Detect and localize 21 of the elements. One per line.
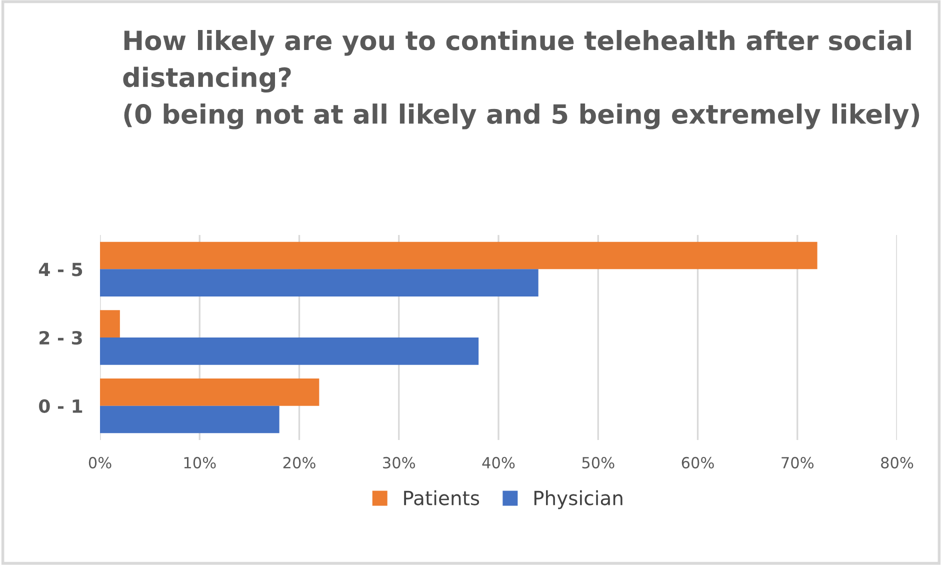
x-tick-label: 40% (482, 456, 515, 468)
x-tick-label: 20% (283, 456, 316, 468)
chart-title: How likely are you to continue telehealth after social distancing? (0 being not at all likely and 5 being extremely likely) (123, 30, 920, 130)
bar (100, 406, 280, 434)
y-tick-label: 4 - 5 (38, 262, 82, 276)
x-tick-label: 80% (881, 456, 914, 468)
bar (100, 310, 120, 338)
bar (100, 378, 320, 406)
bar (100, 242, 818, 270)
y-tick-label: 2 - 3 (40, 330, 82, 345)
x-tick-label: 50% (582, 456, 614, 468)
legend-label: Physician (534, 490, 622, 510)
bar (100, 269, 538, 296)
legend-label: Patients (404, 490, 480, 506)
x-tick-label: 30% (383, 456, 416, 468)
y-tick-label: 0 - 1 (39, 399, 82, 413)
x-tick-label: 0% (88, 456, 112, 468)
bar (100, 338, 479, 365)
x-tick-label: 60% (682, 456, 714, 468)
x-tick-label: 70% (782, 456, 814, 468)
x-tick-label: 10% (184, 456, 216, 468)
